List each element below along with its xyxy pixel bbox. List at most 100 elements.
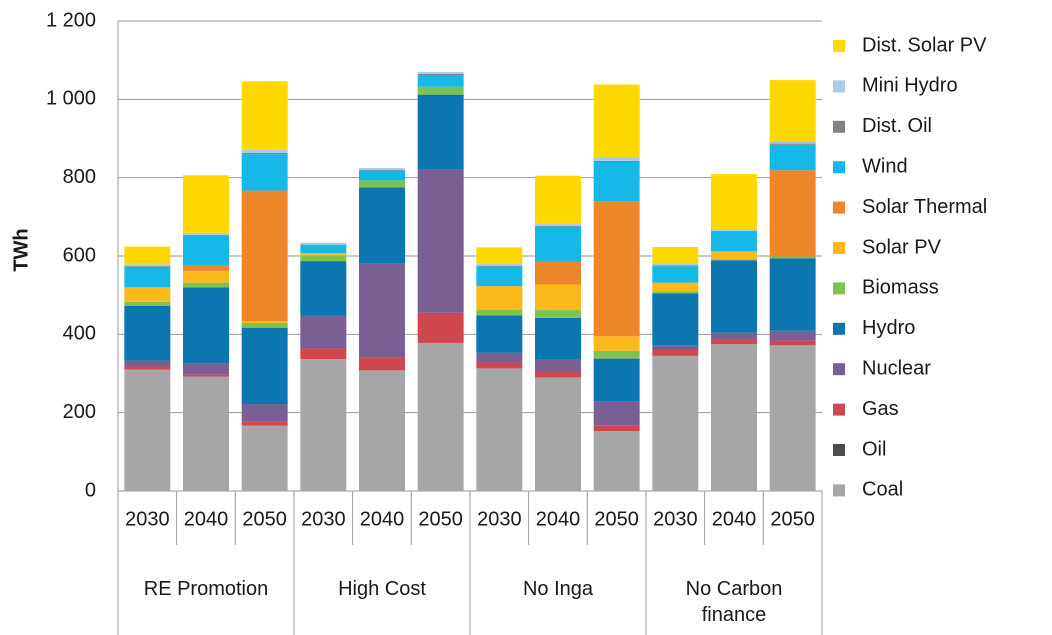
bar-segment [300, 315, 347, 349]
legend-swatch [833, 403, 845, 416]
bar-segment [359, 187, 405, 264]
legend-label: Coal [862, 479, 903, 501]
bar-segment [300, 255, 347, 262]
bar-segment [183, 270, 229, 283]
bar-segment [476, 266, 523, 287]
bar-segment [183, 282, 229, 288]
bar-segment [769, 140, 816, 144]
x-tick-label: 2040 [712, 508, 757, 530]
y-tick-label: 0 [85, 479, 96, 501]
bar-segment [593, 336, 640, 351]
bar-segment [124, 369, 171, 491]
legend-label: Solar Thermal [862, 196, 987, 218]
bar-segment [769, 80, 816, 141]
legend-label: Gas [862, 398, 899, 420]
bar-segment [769, 143, 816, 145]
bar-segment [593, 358, 640, 402]
bar-segment [300, 245, 347, 254]
bar-segment [124, 246, 171, 265]
bar-segment [124, 301, 171, 306]
x-tick-label: 2030 [125, 508, 170, 530]
bar-segment [241, 152, 288, 155]
bar-segment [183, 232, 229, 235]
bar-segment [476, 315, 523, 353]
bar-segment [300, 348, 347, 360]
y-tick-label: 1 200 [46, 9, 96, 31]
bar-segment [535, 377, 581, 491]
bar-segment [769, 345, 816, 491]
bar-segment [711, 332, 757, 340]
legend-swatch [833, 444, 845, 456]
bar-segment [183, 363, 229, 375]
x-tick-label: 2040 [184, 508, 229, 530]
bar-segment [417, 73, 464, 76]
bar-segment [711, 259, 757, 261]
bar-segment [417, 75, 464, 87]
bar-segment [300, 261, 347, 316]
legend-swatch [833, 161, 845, 174]
y-tick-label: 600 [63, 244, 96, 266]
bar-segment [652, 282, 699, 292]
bar-segment [300, 242, 347, 245]
x-tick-label: 2040 [360, 508, 405, 530]
bar-segment [417, 71, 464, 74]
bar-segment [241, 404, 288, 422]
bar-segment [476, 368, 523, 491]
bar-segment [593, 401, 640, 426]
bar-segment [652, 345, 699, 350]
group-label: No Inga [522, 578, 594, 600]
bar-segment [183, 175, 229, 233]
bar-segment [652, 293, 699, 346]
bar-segment [476, 265, 523, 267]
bar-segment [535, 371, 581, 378]
legend-label: Dist. Solar PV [862, 34, 987, 56]
x-tick-label: 2050 [594, 508, 639, 530]
bar-segment [183, 287, 229, 364]
bar-segment [124, 264, 171, 267]
bar-segment [124, 305, 171, 361]
bar-segment [124, 360, 171, 367]
y-tick-label: 1 000 [46, 88, 96, 110]
bar-segment [417, 94, 464, 170]
bar-segment [124, 287, 171, 302]
legend-label: Solar PV [862, 236, 942, 258]
bar-segment [535, 310, 581, 318]
bar-segment [476, 286, 523, 310]
bar-segment [359, 170, 405, 181]
bar-segment [535, 223, 581, 226]
bar-segment [593, 162, 640, 202]
bar-segment [711, 228, 757, 231]
bar-segment [359, 180, 405, 188]
group-label: RE Promotion [143, 578, 269, 600]
bar-segment [535, 225, 581, 227]
bar-segment [711, 260, 757, 333]
bar-segment [593, 84, 640, 157]
bar-segment [711, 344, 757, 491]
legend-swatch [833, 282, 845, 295]
bar-segment [241, 421, 288, 426]
bar-segment [241, 154, 288, 191]
bar-segment [535, 226, 581, 262]
bar-segment [183, 235, 229, 266]
x-tick-label: 2030 [301, 508, 346, 530]
legend-swatch [833, 120, 845, 133]
bar-segment [769, 144, 816, 171]
bar-segment [124, 366, 171, 370]
legend-swatch [833, 363, 845, 376]
bar-segment [124, 266, 171, 288]
y-tick-label: 800 [63, 166, 96, 188]
bar-segment [769, 170, 816, 257]
bar-segment [593, 160, 640, 162]
bar-segment [535, 261, 581, 285]
x-tick-label: 2050 [770, 508, 815, 530]
bar-segment [769, 256, 816, 259]
bar-segment [711, 174, 757, 229]
legend-label: Mini Hydro [862, 75, 958, 97]
legend-label: Hydro [862, 317, 915, 339]
bar-segment [300, 253, 347, 256]
bar-segment [359, 263, 405, 358]
bar-segment [241, 149, 288, 153]
bar-segment [476, 362, 523, 369]
